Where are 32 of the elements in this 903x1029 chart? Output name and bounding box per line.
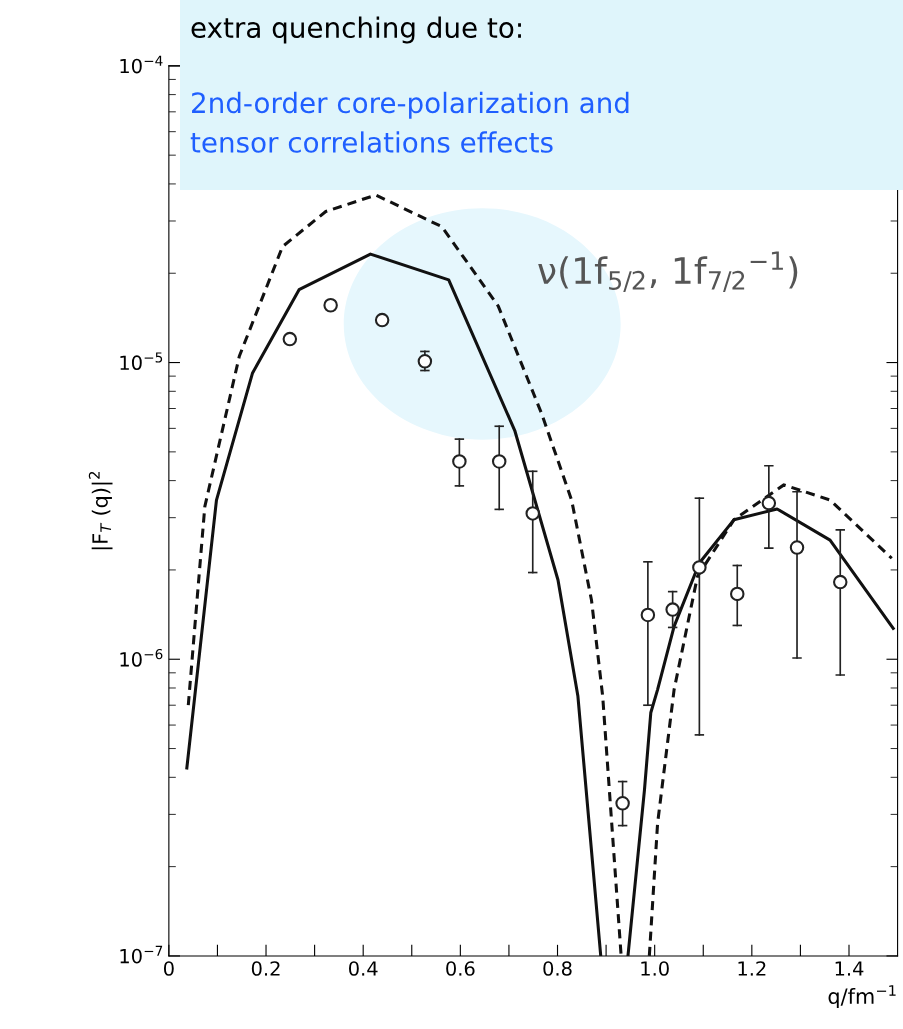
x-tick-label: 0 bbox=[163, 961, 174, 976]
point bbox=[525, 506, 540, 521]
point bbox=[282, 331, 298, 347]
point bbox=[833, 574, 848, 590]
x-tick-label: 0.2 bbox=[251, 961, 280, 976]
point bbox=[615, 796, 630, 811]
point bbox=[374, 312, 390, 328]
point bbox=[323, 298, 338, 313]
point bbox=[452, 454, 467, 469]
x-tick-label: 1.2 bbox=[738, 961, 766, 976]
y-tick-label: 10$^{−6}$ bbox=[120, 648, 163, 667]
point bbox=[417, 354, 433, 369]
point bbox=[640, 607, 656, 623]
annotation: 2nd-order core-polarization and tensor correlations effects bbox=[190, 91, 629, 153]
point bbox=[730, 586, 745, 602]
x-tick-label: 1.4 bbox=[835, 961, 864, 976]
y-tick-label: 10$^{−4}$ bbox=[120, 55, 163, 74]
point bbox=[692, 560, 707, 575]
y-tick-label: 10$^{−5}$ bbox=[120, 352, 163, 371]
x-tick-label: 0.6 bbox=[446, 961, 475, 976]
x-tick-label: 1.0 bbox=[641, 961, 669, 976]
point bbox=[665, 602, 680, 617]
x-tick-label: 0.8 bbox=[543, 961, 572, 976]
point bbox=[789, 540, 805, 555]
text: extra quenching due to: bbox=[191, 16, 521, 44]
annotation: ν(1f$_{5/2}$, 1f$_{7/2}$$^{−1}$) bbox=[538, 251, 798, 292]
point bbox=[761, 495, 777, 511]
y-tick-label: 10$^{−7}$ bbox=[120, 945, 163, 964]
y-axis-title: |F$_{T}$ (q)|$^{2}$ bbox=[88, 472, 113, 550]
x-tick-label: 0.4 bbox=[349, 961, 378, 976]
point bbox=[491, 454, 507, 469]
x-axis-title: q/fm$^{−1}$ bbox=[828, 985, 896, 1009]
